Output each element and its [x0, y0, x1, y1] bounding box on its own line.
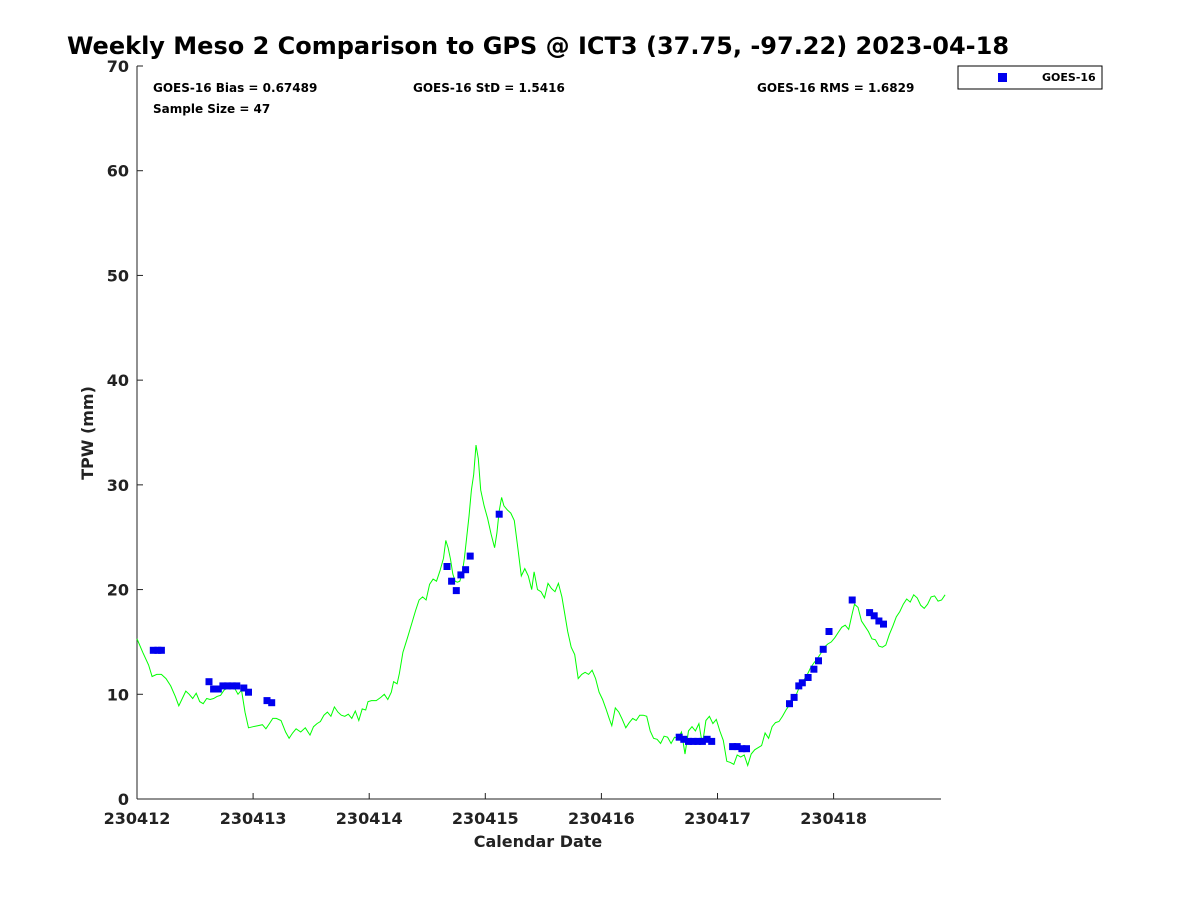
goes16-point — [675, 733, 683, 741]
goes16-point — [729, 743, 737, 751]
y-tick-label: 40 — [107, 371, 129, 390]
goes16-point — [815, 657, 822, 665]
chart-title: Weekly Meso 2 Comparison to GPS @ ICT3 (… — [67, 32, 1009, 60]
goes16-point — [680, 735, 688, 743]
y-tick-label: 50 — [107, 266, 129, 285]
goes16-point — [214, 685, 222, 693]
rms-stat: GOES-16 RMS = 1.6829 — [757, 81, 914, 95]
goes16-point — [798, 679, 806, 687]
goes16-point — [452, 587, 460, 595]
sample-size-stat: Sample Size = 47 — [153, 102, 270, 116]
goes16-point — [462, 566, 470, 574]
y-axis-label: TPW (mm) — [78, 386, 97, 480]
goes16-point — [268, 699, 276, 707]
goes16-point — [804, 674, 812, 681]
y-tick-label: 70 — [107, 57, 129, 76]
bias-stat: GOES-16 Bias = 0.67489 — [153, 81, 317, 95]
std-stat: GOES-16 StD = 1.5416 — [413, 81, 565, 95]
goes16-point — [703, 735, 711, 743]
goes16-point — [205, 678, 213, 686]
legend-box — [957, 65, 1103, 90]
goes16-point — [443, 563, 451, 570]
goes16-point — [819, 645, 827, 653]
goes16-point — [210, 685, 218, 693]
goes16-point — [698, 737, 706, 745]
goes16-point — [866, 609, 874, 617]
goes16-point — [149, 646, 157, 654]
goes16-point — [870, 612, 878, 620]
goes16-point — [786, 700, 793, 708]
goes16-point — [219, 682, 227, 690]
goes16-point — [495, 510, 503, 518]
goes16-point — [157, 646, 165, 654]
goes16-point — [790, 693, 798, 701]
goes16-point — [733, 743, 741, 751]
plot-area: 0 10 20 30 40 50 60 70 230412 230413 230414 230415 2… — [104, 57, 946, 828]
goes16-point — [240, 684, 248, 692]
x-tick-label: 230414 — [336, 809, 403, 828]
legend-marker-goes16 — [998, 73, 1007, 82]
x-tick-label: 230412 — [104, 809, 171, 828]
goes16-point — [263, 697, 271, 705]
goes16-point — [233, 682, 241, 690]
y-tick-label: 10 — [107, 685, 129, 704]
goes16-point — [448, 577, 456, 585]
x-tick-label: 230418 — [800, 809, 867, 828]
goes16-point — [228, 682, 236, 690]
y-tick-label: 0 — [118, 790, 129, 809]
goes16-point — [689, 737, 697, 745]
legend: GOES-16 — [957, 65, 1103, 90]
goes16-point — [694, 737, 702, 745]
y-tick-label: 30 — [107, 476, 129, 495]
goes16-point — [743, 745, 750, 753]
goes16-point — [224, 682, 232, 690]
goes16-point — [708, 737, 716, 745]
goes16-point — [685, 737, 692, 745]
x-tick-label: 230413 — [220, 809, 287, 828]
x-tick-label: 230416 — [568, 809, 635, 828]
goes16-point — [880, 620, 887, 628]
x-axis-label: Calendar Date — [474, 832, 603, 851]
legend-label-goes16: GOES-16 — [1042, 71, 1096, 84]
goes16-point — [245, 688, 252, 696]
goes16-point — [738, 745, 746, 753]
y-tick-label: 20 — [107, 581, 129, 600]
gps-tpw-line — [136, 445, 946, 768]
goes16-point — [875, 617, 883, 625]
x-tick-label: 230415 — [452, 809, 519, 828]
y-tick-label: 60 — [107, 162, 129, 181]
goes16-point — [457, 571, 465, 579]
goes16-point — [810, 665, 818, 673]
goes16-point — [848, 596, 856, 604]
goes16-point — [466, 552, 474, 560]
x-tick-label: 230417 — [684, 809, 751, 828]
goes16-point — [825, 628, 833, 635]
